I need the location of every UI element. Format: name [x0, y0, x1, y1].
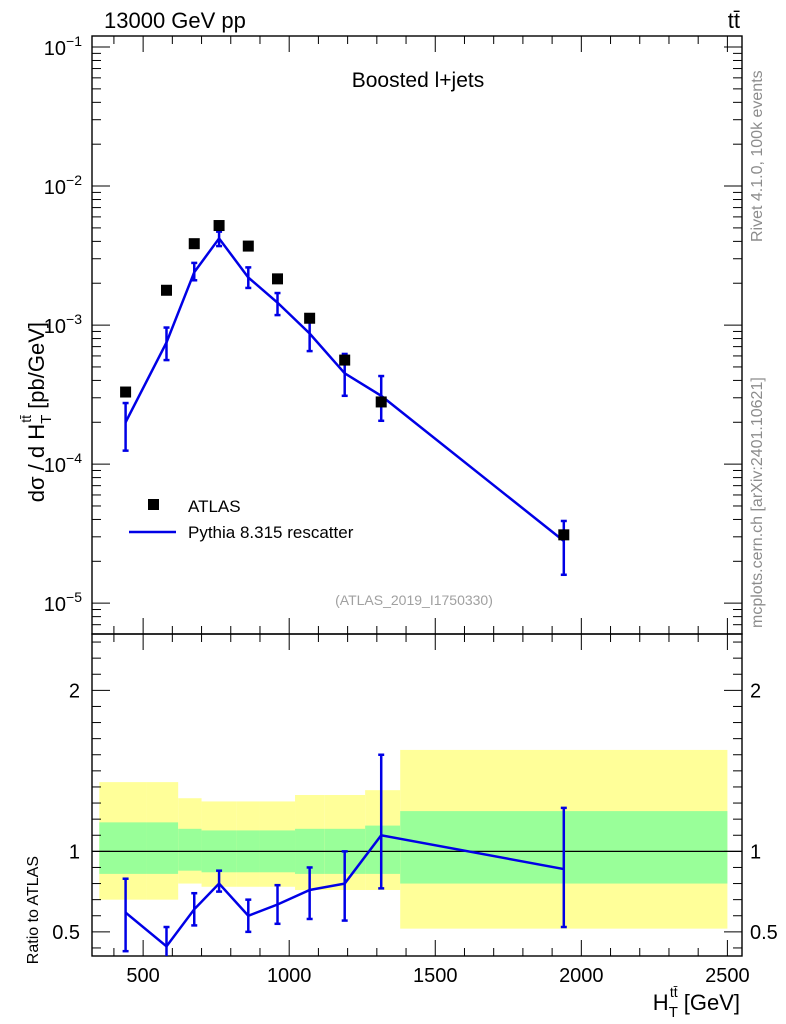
y-tick-label: 10−4: [44, 450, 82, 477]
ratio-plot-frame: [91, 633, 743, 957]
mcplots-label: mcplots.cern.ch [arXiv:2401.10621]: [749, 377, 766, 628]
x-axis-label: HTtt̄ [GeV]: [653, 984, 740, 1021]
green-band-bin: [146, 822, 179, 874]
ratio-y-tick-label: 1: [69, 841, 80, 863]
ratio-y-tick-label: 0.5: [52, 922, 80, 944]
atlas-data-point: [558, 529, 570, 541]
atlas-data-point: [120, 386, 132, 398]
ratio-series-line: [124, 833, 565, 949]
main-y-axis-label: dσ / d HTtt̄ [pb/GeV]: [18, 322, 55, 502]
atlas-data-point: [339, 354, 351, 366]
x-tick-label: 1000: [267, 965, 312, 987]
x-tick-label: 1500: [413, 965, 458, 987]
rivet-label: Rivet 4.1.0, 100k events: [749, 70, 766, 242]
y-tick-label: 10−2: [44, 172, 82, 199]
x-tick-label: 2500: [705, 965, 750, 987]
atlas-data-point: [242, 240, 254, 252]
ratio-y-axis-label: Ratio to ATLAS: [25, 856, 42, 964]
atlas-data-point: [272, 273, 284, 285]
mc-series-line: [124, 236, 565, 542]
green-band-bin: [99, 822, 147, 874]
atlas-data-point: [188, 238, 200, 250]
legend-marker-atlas: [148, 499, 159, 510]
y-tick-label: 10−1: [44, 33, 82, 60]
green-band-bin: [178, 828, 202, 871]
atlas-data-point: [160, 284, 172, 296]
atlas-data-point: [213, 220, 225, 232]
ratio-y-tick-label-right: 1: [750, 841, 761, 863]
legend-label-mc: Pythia 8.315 rescatter: [188, 523, 354, 542]
process-label: tt̄: [728, 8, 740, 33]
energy-label: 13000 GeV pp: [104, 8, 246, 33]
main-plot-panel: 10−1 10−2 10−3 10−4 10−5 Boosted l+jets (ATLAS…: [44, 33, 743, 650]
y-tick-label: 10−3: [44, 311, 82, 338]
plot-title: Boosted l+jets: [352, 69, 485, 92]
x-tick-label: 2000: [559, 965, 604, 987]
y-tick-label: 10−5: [44, 589, 82, 616]
ratio-y-tick-label-right: 2: [750, 680, 761, 702]
legend-label-atlas: ATLAS: [188, 497, 241, 516]
ratio-y-tick-label: 2: [69, 680, 80, 702]
atlas-data-point: [304, 312, 316, 324]
analysis-watermark: (ATLAS_2019_I1750330): [335, 592, 493, 608]
ratio-y-tick-label-right: 0.5: [750, 922, 778, 944]
x-tick-label: 500: [126, 965, 159, 987]
ratio-series-group: [122, 753, 567, 956]
atlas-data-point: [375, 396, 387, 408]
main-plot-frame: [91, 35, 743, 635]
